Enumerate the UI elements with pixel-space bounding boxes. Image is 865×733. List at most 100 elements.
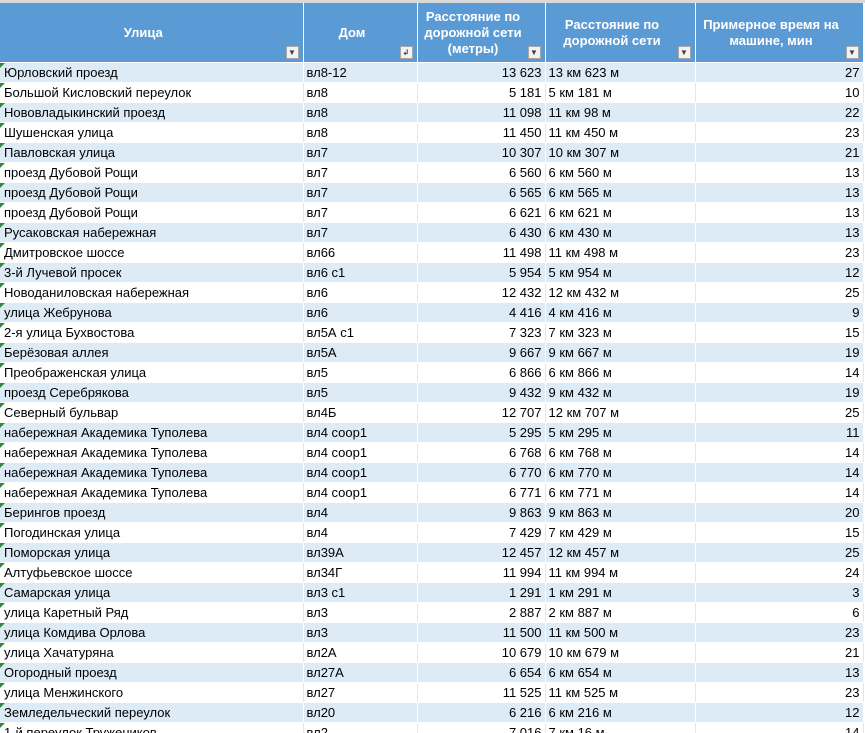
cell-drive-time[interactable]: 13 [695, 182, 864, 203]
header-drive-time[interactable]: Примерное время на машине, мин ▼ [695, 3, 864, 63]
cell-drive-time[interactable]: 25 [695, 282, 864, 303]
cell-drive-time[interactable]: 19 [695, 342, 864, 363]
cell-distance-meters[interactable]: 11 450 [417, 122, 546, 143]
cell-street[interactable]: проезд Дубовой Рощи [0, 182, 304, 203]
cell-house[interactable]: вл6 [303, 282, 418, 303]
cell-street[interactable]: улица Каретный Ряд [0, 602, 304, 623]
cell-distance-text[interactable]: 11 км 994 м [545, 562, 696, 583]
cell-distance-meters[interactable]: 6 216 [417, 702, 546, 723]
cell-distance-text[interactable]: 6 км 560 м [545, 162, 696, 183]
cell-house[interactable]: вл4 [303, 502, 418, 523]
header-distance-text[interactable]: Расстояние по дорожной сети ▼ [545, 3, 696, 63]
cell-drive-time[interactable]: 13 [695, 222, 864, 243]
cell-distance-text[interactable]: 10 км 679 м [545, 642, 696, 663]
cell-house[interactable]: вл3 [303, 622, 418, 643]
cell-distance-meters[interactable]: 6 621 [417, 202, 546, 223]
cell-house[interactable]: вл6 с1 [303, 262, 418, 283]
cell-distance-meters[interactable]: 1 291 [417, 582, 546, 603]
cell-distance-text[interactable]: 6 км 430 м [545, 222, 696, 243]
cell-house[interactable]: вл5А [303, 342, 418, 363]
cell-drive-time[interactable]: 6 [695, 602, 864, 623]
cell-distance-text[interactable]: 9 км 667 м [545, 342, 696, 363]
cell-distance-meters[interactable]: 6 560 [417, 162, 546, 183]
cell-drive-time[interactable]: 19 [695, 382, 864, 403]
cell-distance-meters[interactable]: 4 416 [417, 302, 546, 323]
cell-distance-text[interactable]: 12 км 707 м [545, 402, 696, 423]
cell-distance-meters[interactable]: 6 430 [417, 222, 546, 243]
cell-street[interactable]: улица Менжинского [0, 682, 304, 703]
cell-house[interactable]: вл7 [303, 162, 418, 183]
cell-street[interactable]: Шушенская улица [0, 122, 304, 143]
sort-descending-filter-icon[interactable]: ↲ [399, 46, 413, 59]
cell-distance-meters[interactable]: 13 623 [417, 62, 546, 83]
cell-street[interactable]: набережная Академика Туполева [0, 462, 304, 483]
cell-drive-time[interactable]: 23 [695, 682, 864, 703]
cell-drive-time[interactable]: 9 [695, 302, 864, 323]
cell-drive-time[interactable]: 22 [695, 102, 864, 123]
cell-distance-text[interactable]: 6 км 770 м [545, 462, 696, 483]
cell-distance-text[interactable]: 6 км 565 м [545, 182, 696, 203]
cell-distance-meters[interactable]: 6 771 [417, 482, 546, 503]
cell-distance-meters[interactable]: 5 295 [417, 422, 546, 443]
cell-drive-time[interactable]: 27 [695, 62, 864, 83]
cell-distance-meters[interactable]: 10 307 [417, 142, 546, 163]
cell-drive-time[interactable]: 13 [695, 662, 864, 683]
cell-house[interactable]: вл4 [303, 522, 418, 543]
cell-distance-meters[interactable]: 7 429 [417, 522, 546, 543]
cell-drive-time[interactable]: 23 [695, 622, 864, 643]
cell-distance-text[interactable]: 11 км 498 м [545, 242, 696, 263]
cell-house[interactable]: вл4Б [303, 402, 418, 423]
cell-house[interactable]: вл3 с1 [303, 582, 418, 603]
cell-distance-meters[interactable]: 5 181 [417, 82, 546, 103]
cell-house[interactable]: вл2 [303, 722, 418, 733]
cell-house[interactable]: вл20 [303, 702, 418, 723]
cell-street[interactable]: набережная Академика Туполева [0, 422, 304, 443]
cell-street[interactable]: Большой Кисловский переулок [0, 82, 304, 103]
cell-distance-text[interactable]: 2 км 887 м [545, 602, 696, 623]
cell-drive-time[interactable]: 10 [695, 82, 864, 103]
cell-drive-time[interactable]: 3 [695, 582, 864, 603]
cell-drive-time[interactable]: 20 [695, 502, 864, 523]
cell-house[interactable]: вл4 соор1 [303, 462, 418, 483]
cell-distance-text[interactable]: 6 км 621 м [545, 202, 696, 223]
cell-house[interactable]: вл8 [303, 122, 418, 143]
cell-street[interactable]: проезд Дубовой Рощи [0, 162, 304, 183]
cell-distance-meters[interactable]: 6 654 [417, 662, 546, 683]
cell-house[interactable]: вл27 [303, 682, 418, 703]
cell-drive-time[interactable]: 21 [695, 642, 864, 663]
cell-house[interactable]: вл4 соор1 [303, 442, 418, 463]
cell-street[interactable]: Дмитровское шоссе [0, 242, 304, 263]
cell-distance-text[interactable]: 9 км 863 м [545, 502, 696, 523]
cell-distance-text[interactable]: 6 км 654 м [545, 662, 696, 683]
cell-distance-text[interactable]: 13 км 623 м [545, 62, 696, 83]
cell-house[interactable]: вл8 [303, 82, 418, 103]
cell-distance-meters[interactable]: 11 994 [417, 562, 546, 583]
cell-house[interactable]: вл34Г [303, 562, 418, 583]
cell-street[interactable]: улица Хачатуряна [0, 642, 304, 663]
cell-distance-meters[interactable]: 11 525 [417, 682, 546, 703]
cell-street[interactable]: 1-й переулок Тружеников [0, 722, 304, 733]
cell-drive-time[interactable]: 15 [695, 322, 864, 343]
cell-street[interactable]: Павловская улица [0, 142, 304, 163]
cell-distance-text[interactable]: 11 км 98 м [545, 102, 696, 123]
cell-distance-meters[interactable]: 9 667 [417, 342, 546, 363]
cell-street[interactable]: Алтуфьевское шоссе [0, 562, 304, 583]
cell-house[interactable]: вл27А [303, 662, 418, 683]
filter-dropdown-icon[interactable]: ▼ [285, 46, 299, 59]
cell-street[interactable]: Самарская улица [0, 582, 304, 603]
cell-distance-text[interactable]: 4 км 416 м [545, 302, 696, 323]
cell-drive-time[interactable]: 13 [695, 162, 864, 183]
cell-drive-time[interactable]: 23 [695, 122, 864, 143]
cell-distance-text[interactable]: 11 км 500 м [545, 622, 696, 643]
cell-street[interactable]: улица Жебрунова [0, 302, 304, 323]
cell-house[interactable]: вл5А с1 [303, 322, 418, 343]
cell-house[interactable]: вл2А [303, 642, 418, 663]
cell-distance-meters[interactable]: 2 887 [417, 602, 546, 623]
cell-street[interactable]: набережная Академика Туполева [0, 482, 304, 503]
header-house[interactable]: Дом ↲ [303, 3, 418, 63]
cell-distance-meters[interactable]: 7 016 [417, 722, 546, 733]
cell-drive-time[interactable]: 15 [695, 522, 864, 543]
cell-distance-text[interactable]: 6 км 216 м [545, 702, 696, 723]
cell-drive-time[interactable]: 11 [695, 422, 864, 443]
cell-distance-meters[interactable]: 7 323 [417, 322, 546, 343]
